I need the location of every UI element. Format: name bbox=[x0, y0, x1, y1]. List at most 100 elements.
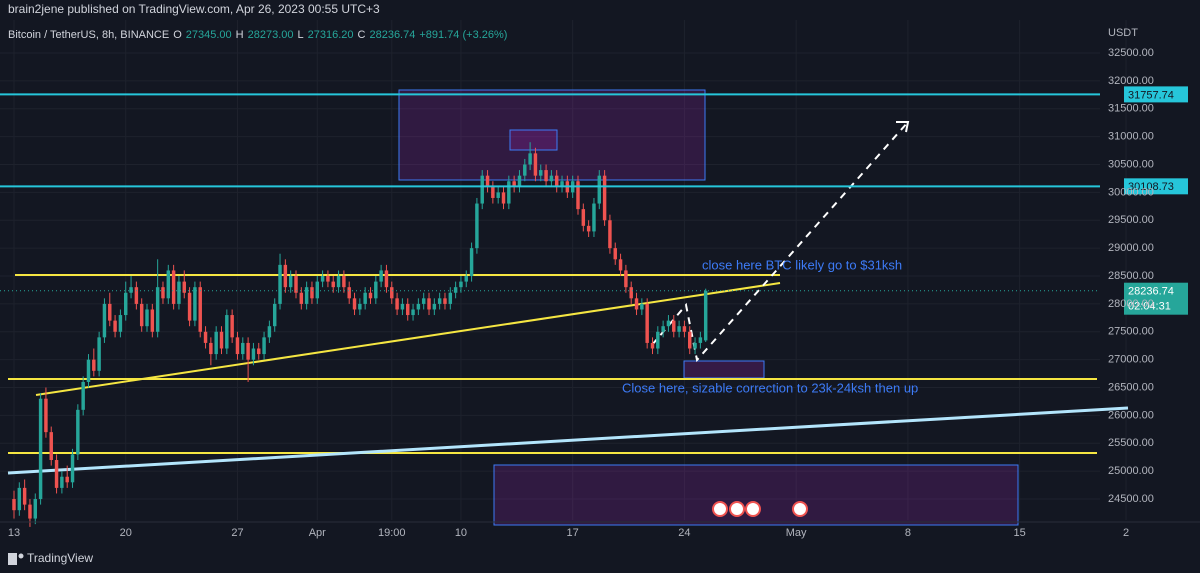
candle-body bbox=[390, 287, 394, 299]
zone-box bbox=[509, 129, 558, 151]
candle-body bbox=[129, 287, 133, 293]
candle-body bbox=[448, 292, 453, 304]
candle-body bbox=[549, 175, 554, 182]
event-icons bbox=[712, 501, 808, 517]
candle-body bbox=[81, 381, 85, 410]
y-tick-label: 27000.00 bbox=[1108, 354, 1154, 366]
candle-body bbox=[528, 153, 532, 165]
x-tick-label: 8 bbox=[905, 527, 911, 539]
x-tick-label: May bbox=[786, 527, 807, 539]
candle-body bbox=[554, 175, 559, 187]
candle-body bbox=[235, 337, 240, 355]
candle-body bbox=[634, 298, 639, 310]
candle-body bbox=[288, 276, 293, 288]
x-tick-label: 24 bbox=[678, 527, 690, 539]
candle-body bbox=[512, 181, 516, 187]
candle-body bbox=[145, 309, 149, 327]
candle-body bbox=[523, 164, 527, 176]
candle-body bbox=[331, 281, 335, 288]
candle-body bbox=[666, 320, 671, 327]
candle-body bbox=[278, 264, 282, 304]
candle-body bbox=[688, 331, 692, 349]
event-icon bbox=[729, 501, 745, 517]
levels: 31757.74 30108.73 28236.74 02:04:31 bbox=[0, 86, 1188, 315]
candle-body bbox=[150, 309, 155, 332]
candle-body bbox=[54, 460, 59, 488]
candle-body bbox=[155, 287, 160, 332]
candle-body bbox=[198, 287, 202, 332]
y-tick-label: 25500.00 bbox=[1108, 437, 1154, 449]
legend-text: 28273.00 bbox=[248, 29, 294, 41]
candle-body bbox=[618, 259, 623, 271]
candle-body bbox=[219, 331, 224, 349]
candle-body bbox=[496, 192, 500, 198]
candle-body bbox=[703, 290, 708, 341]
candle-body bbox=[299, 292, 304, 304]
candle-body bbox=[12, 499, 16, 511]
candle-body bbox=[251, 348, 256, 360]
price-tag bbox=[1124, 86, 1188, 103]
trend-line bbox=[7, 406, 1129, 475]
candle-body bbox=[326, 276, 330, 282]
candle-body bbox=[459, 281, 463, 288]
price-tag-label: 30108.73 bbox=[1128, 181, 1174, 193]
candle-body bbox=[315, 281, 320, 299]
candle-body bbox=[28, 504, 32, 519]
candle-body bbox=[65, 476, 69, 483]
candle-body bbox=[453, 287, 458, 293]
candle-body bbox=[44, 398, 48, 433]
y-tick-label: 26000.00 bbox=[1108, 409, 1154, 421]
candle-body bbox=[533, 153, 538, 176]
x-tick-label: 17 bbox=[567, 527, 579, 539]
candle-body bbox=[22, 487, 27, 505]
candle-body bbox=[698, 337, 703, 343]
x-tick-label: 19:00 bbox=[378, 527, 406, 539]
y-tick-label: 30500.00 bbox=[1108, 158, 1154, 170]
y-tick-label: 30000.00 bbox=[1108, 186, 1154, 198]
y-tick-label: 24500.00 bbox=[1108, 493, 1154, 505]
annotation: Close here, sizable correction to 23k-24… bbox=[622, 380, 918, 395]
zone-box bbox=[683, 360, 765, 379]
candle-body bbox=[602, 175, 607, 221]
candle-body bbox=[76, 409, 80, 455]
candle-body bbox=[645, 303, 649, 343]
candle-body bbox=[262, 337, 266, 355]
candle-body bbox=[597, 175, 602, 204]
candle-body bbox=[294, 276, 298, 293]
candle-body bbox=[358, 303, 362, 310]
candle-body bbox=[214, 331, 218, 355]
candle-body bbox=[427, 298, 431, 310]
y-tick-label: 26500.00 bbox=[1108, 381, 1154, 393]
event-icon bbox=[712, 501, 728, 517]
candle-body bbox=[682, 326, 687, 332]
candle-body bbox=[320, 276, 325, 282]
candle-body bbox=[539, 170, 543, 176]
y-tick-label: 31000.00 bbox=[1108, 131, 1154, 143]
candle-body bbox=[113, 320, 117, 332]
candle-body bbox=[342, 276, 346, 288]
candle-body bbox=[586, 225, 591, 232]
candle-body bbox=[139, 303, 144, 327]
price-tag bbox=[1124, 178, 1188, 195]
logo bbox=[18, 553, 24, 559]
currency: USDT bbox=[1108, 27, 1138, 39]
candle-body bbox=[177, 281, 181, 304]
annotation: close here BTC likely go to $31ksh bbox=[702, 257, 902, 272]
candle-body bbox=[17, 487, 22, 511]
event-icon bbox=[792, 501, 808, 517]
candle-body bbox=[507, 181, 511, 204]
candle-body bbox=[60, 476, 64, 488]
candle-body bbox=[384, 270, 389, 288]
top-bar bbox=[0, 0, 1200, 20]
candle-body bbox=[475, 203, 479, 249]
candle-body bbox=[491, 186, 495, 198]
y-tick-label: 29500.00 bbox=[1108, 214, 1154, 226]
candle-body bbox=[437, 298, 442, 304]
candle-body bbox=[629, 287, 633, 299]
trend-line bbox=[35, 282, 781, 396]
candle-body bbox=[124, 292, 128, 316]
candle-body bbox=[118, 315, 123, 332]
y-tick-label: 27500.00 bbox=[1108, 326, 1154, 338]
candle-body bbox=[352, 298, 357, 310]
